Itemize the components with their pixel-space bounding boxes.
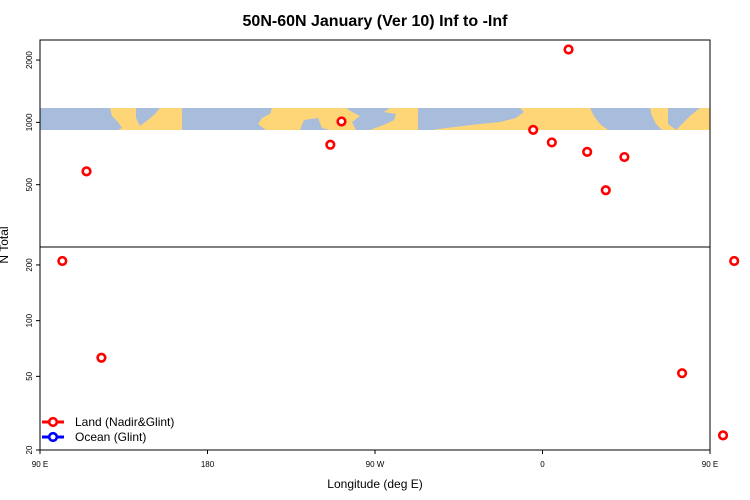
data-point: [325, 139, 336, 150]
legend-label-land: Land (Nadir&Glint): [75, 415, 174, 429]
map-strip: [40, 108, 710, 130]
data-point: [600, 185, 611, 196]
data-point: [717, 430, 729, 441]
legend-marker-land: [47, 416, 59, 428]
data-point: [96, 352, 107, 363]
y-tick-label: 20: [25, 445, 34, 454]
y-axis: 20 50 100 200 500 1000 2000: [25, 51, 40, 454]
data-point: [676, 368, 688, 379]
y-tick-label: 50: [25, 371, 34, 380]
x-tick-label: 90 E: [702, 460, 718, 469]
x-axis: 90 E 180 90 W 0 90 E: [32, 450, 718, 469]
data-point: [528, 124, 539, 135]
x-tick-label: 180: [201, 460, 215, 469]
y-tick-label: 2000: [25, 51, 34, 69]
data-point: [729, 255, 740, 267]
y-tick-label: 100: [25, 313, 34, 327]
legend-label-ocean: Ocean (Glint): [75, 430, 146, 444]
data-point: [546, 137, 557, 148]
y-axis-label: N Total: [0, 226, 11, 263]
data-point: [57, 255, 68, 267]
legend-marker-ocean: [47, 431, 59, 443]
x-tick-label: 90 W: [366, 460, 385, 469]
y-tick-label: 200: [25, 258, 34, 272]
plot-frame: [39, 39, 711, 451]
y-tick-label: 500: [25, 177, 34, 191]
x-axis-label: Longitude (deg E): [327, 477, 422, 491]
y-tick-label: 1000: [25, 113, 34, 131]
data-point: [81, 166, 92, 177]
x-tick-label: 90 E: [32, 460, 48, 469]
legend: Land (Nadir&Glint) Ocean (Glint): [42, 415, 174, 444]
map-strip-ocean: [40, 108, 700, 130]
data-points: [57, 44, 740, 441]
data-point: [563, 44, 574, 55]
data-point: [619, 151, 630, 163]
data-point: [336, 116, 347, 127]
data-point: [582, 146, 593, 158]
chart-title: 50N-60N January (Ver 10) Inf to -Inf: [243, 13, 509, 30]
x-tick-label: 0: [540, 460, 545, 469]
